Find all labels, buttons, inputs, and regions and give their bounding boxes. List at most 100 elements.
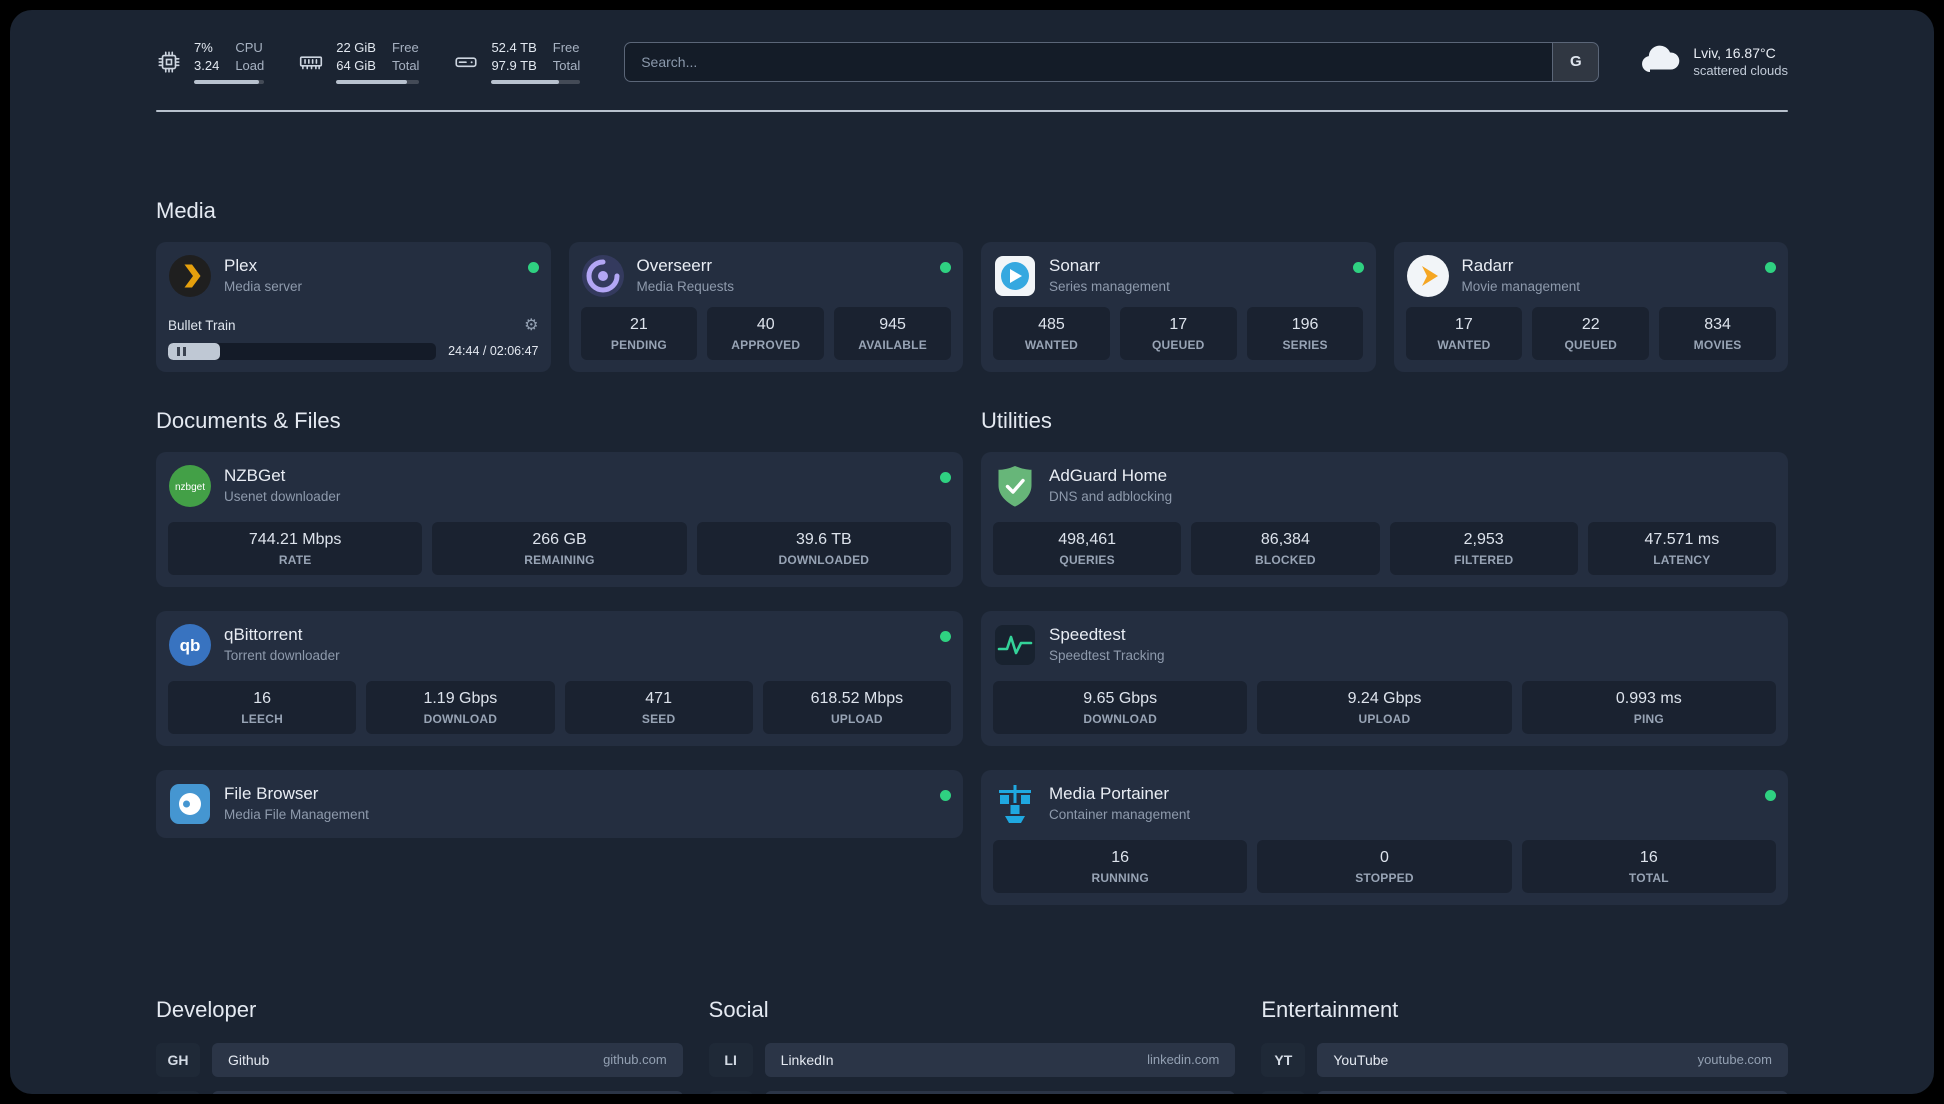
stat-label: FILTERED [1453, 552, 1514, 567]
stat-value: 196 [1291, 315, 1319, 333]
stat-label: PENDING [610, 337, 667, 352]
service-desc: Media server [224, 278, 303, 294]
top-bar: 7% 3.24 CPU Load [156, 40, 1788, 84]
stat-value: 9.65 Gbps [1083, 689, 1158, 707]
stat-label: QUEUED [1564, 337, 1618, 352]
stat-tile-movies: 834 MOVIES [1659, 306, 1776, 360]
stat-tile-download: 9.65 Gbps DOWNLOAD [993, 680, 1248, 734]
stat-value: 16 [253, 689, 272, 707]
playback-progress-bar[interactable] [168, 342, 437, 360]
cpu-usage-value: 7% [194, 40, 213, 55]
service-card-overseerr[interactable]: Overseerr Media Requests 21 PENDING 40 A… [568, 241, 963, 372]
stat-value: 16 [1111, 848, 1130, 866]
bookmark-twitter[interactable]: TW Twitter twitter.com [708, 1090, 1236, 1094]
bookmarks-entertainment: Entertainment YT YouTube youtube.com NF … [1261, 996, 1788, 1094]
now-playing-widget: Bullet Train ⚙ 24:44 / 02:06:47 [168, 316, 539, 360]
stat-label: TOTAL [1628, 870, 1669, 885]
stat-value: 16 [1639, 848, 1658, 866]
stat-label: SERIES [1282, 337, 1328, 352]
bookmark-github[interactable]: GH Github github.com [156, 1042, 683, 1077]
stat-tile-leech: 16 LEECH [168, 680, 357, 734]
svg-text:nzbget: nzbget [175, 482, 205, 493]
service-card-speedtest[interactable]: Speedtest Speedtest Tracking 9.65 Gbps D… [981, 610, 1788, 746]
stat-value: 17 [1455, 315, 1473, 333]
utilities-column: Utilities AdGuard Home DNS and adblockin… [981, 408, 1788, 905]
service-name: qBittorrent [224, 625, 303, 645]
overseerr-icon [581, 254, 625, 298]
service-card-sonarr[interactable]: Sonarr Series management 485 WANTED 17 Q… [981, 241, 1376, 372]
disk-icon [453, 49, 479, 75]
bookmark-netflix[interactable]: NF Netflix netflix.com [1261, 1090, 1788, 1094]
disk-free-value: 52.4 TB [491, 40, 537, 55]
service-card-portainer[interactable]: Media Portainer Container management 16 … [981, 769, 1788, 905]
bookmark-stackoverflow[interactable]: SO StackOverflow stackoverflow.com [156, 1090, 683, 1094]
service-desc: Series management [1049, 278, 1170, 294]
stat-label: UPLOAD [830, 711, 883, 726]
status-dot [1765, 261, 1776, 273]
stat-value: 22 [1581, 315, 1600, 333]
stat-value: 47.571 ms [1644, 530, 1720, 548]
stat-tile-downloaded: 39.6 TB DOWNLOADED [696, 521, 951, 575]
stat-tile-ping: 0.993 ms PING [1521, 680, 1776, 734]
cpu-load-label: Load [235, 58, 265, 74]
stat-value: 0 [1380, 848, 1389, 866]
service-name: AdGuard Home [1049, 466, 1168, 486]
service-card-nzbget[interactable]: nzbget NZBGet Usenet downloader 744.21 M… [156, 451, 963, 587]
bookmark-url: github.com [603, 1052, 667, 1067]
service-desc: Media Requests [636, 278, 735, 294]
pause-icon[interactable] [177, 346, 186, 356]
memory-total-value: 64 GiB [336, 58, 376, 74]
search-provider-button[interactable]: G [1552, 42, 1599, 81]
speedtest-icon [993, 623, 1037, 667]
stat-value: 471 [645, 689, 672, 707]
stat-label: QUERIES [1059, 552, 1115, 567]
stat-tile-queued: 22 QUEUED [1532, 306, 1650, 360]
stat-tile-running: 16 RUNNING [993, 839, 1248, 893]
cpu-progress-bar [194, 79, 265, 84]
service-card-qbittorrent[interactable]: qb qBittorrent Torrent downloader 16 LEE… [156, 610, 963, 746]
stat-tile-filtered: 2,953 FILTERED [1389, 521, 1578, 575]
bookmark-youtube[interactable]: YT YouTube youtube.com [1261, 1042, 1788, 1077]
search-input[interactable] [625, 42, 1553, 81]
media-grid: Plex Media server Bullet Train ⚙ 24:44 [156, 241, 1788, 372]
bookmark-url: linkedin.com [1147, 1052, 1220, 1067]
stat-label: AVAILABLE [858, 337, 927, 352]
qbittorrent-icon: qb [168, 623, 212, 667]
stat-label: BLOCKED [1255, 552, 1316, 567]
status-dot [527, 261, 539, 273]
stat-tile-blocked: 86,384 BLOCKED [1191, 521, 1380, 575]
stat-value: 498,461 [1058, 530, 1117, 548]
stat-tile-download: 1.19 Gbps DOWNLOAD [366, 680, 555, 734]
stat-tile-series: 196 SERIES [1246, 306, 1364, 360]
service-name: Radarr [1461, 256, 1514, 276]
service-name: File Browser [224, 784, 319, 804]
service-card-adguard[interactable]: AdGuard Home DNS and adblocking 498,461 … [981, 451, 1788, 587]
section-title-entertainment: Entertainment [1261, 996, 1399, 1022]
cloud-icon [1639, 44, 1681, 79]
gear-icon[interactable]: ⚙ [524, 316, 539, 334]
bookmark-abbr: NF [1261, 1090, 1306, 1094]
service-card-filebrowser[interactable]: File Browser Media File Management [156, 769, 963, 838]
disk-widget: 52.4 TB 97.9 TB Free Total [453, 40, 581, 84]
section-title-utilities: Utilities [981, 407, 1052, 433]
stat-tile-latency: 47.571 ms LATENCY [1587, 521, 1776, 575]
service-card-radarr[interactable]: Radarr Movie management 17 WANTED 22 QUE… [1393, 241, 1788, 372]
stat-label: SEED [641, 711, 676, 726]
service-card-plex[interactable]: Plex Media server Bullet Train ⚙ 24:44 [156, 241, 551, 372]
section-title-media: Media [156, 197, 216, 223]
stat-tile-available: 945 AVAILABLE [834, 306, 951, 360]
stat-tile-approved: 40 APPROVED [707, 306, 825, 360]
weather-widget[interactable]: Lviv, 16.87°C scattered clouds [1639, 44, 1788, 79]
bookmark-url: youtube.com [1697, 1052, 1772, 1067]
stat-label: RATE [278, 552, 312, 567]
memory-icon [298, 49, 324, 75]
portainer-icon [993, 782, 1037, 826]
stat-tile-rate: 744.21 Mbps RATE [168, 521, 423, 575]
stat-tile-stopped: 0 STOPPED [1257, 839, 1512, 893]
bookmark-linkedin[interactable]: LI LinkedIn linkedin.com [708, 1042, 1236, 1077]
disk-progress-bar [491, 79, 581, 84]
stat-label: RUNNING [1091, 870, 1149, 885]
stat-tile-upload: 618.52 Mbps UPLOAD [762, 680, 951, 734]
stat-tile-queries: 498,461 QUERIES [993, 521, 1182, 575]
sonarr-icon [993, 254, 1037, 298]
